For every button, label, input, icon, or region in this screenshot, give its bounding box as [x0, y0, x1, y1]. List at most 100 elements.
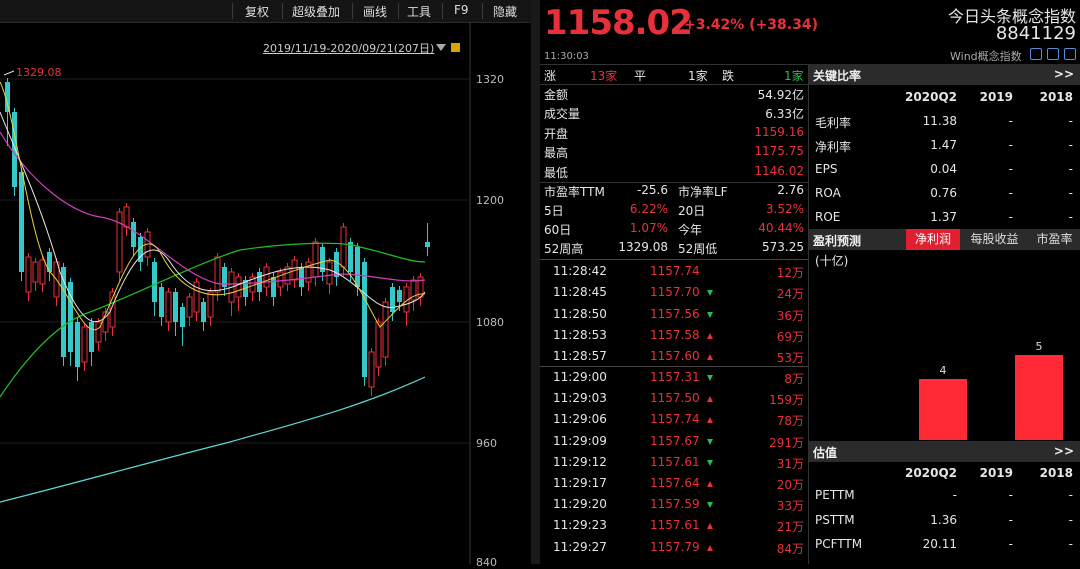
y-tick-1320: 1320 [476, 73, 504, 86]
tick-volume: 33万 [776, 499, 804, 514]
add-icon[interactable] [1064, 48, 1076, 60]
candle-body [382, 301, 389, 358]
stat-value: 54.92亿 [757, 88, 804, 102]
table-cell: - [1008, 186, 1013, 200]
edit-icon[interactable] [1030, 48, 1042, 60]
stat2-value: 1329.08 [618, 240, 668, 254]
candle-body [75, 322, 80, 367]
tick-row: 11:29:06 1157.74 78万 [540, 411, 808, 432]
tick-volume: 159万 [769, 393, 804, 408]
fuquan-button[interactable]: 复权 [245, 5, 270, 19]
table-col-header: 2019 [979, 90, 1013, 104]
valuation-header[interactable]: 估值 >> [809, 441, 1080, 462]
chart-toolbar: 复权 超级叠加 画线 工具 F9 隐藏 [0, 0, 531, 23]
tick-price: 1157.60 [650, 349, 700, 364]
candle-body [109, 291, 116, 328]
down-arrow-icon [707, 375, 713, 381]
table-cell: - [1008, 537, 1013, 551]
ma-60-line [0, 242, 426, 398]
tick-row: 11:28:57 1157.60 53万 [540, 348, 808, 369]
candle-body [81, 326, 88, 363]
tick-volume: 78万 [776, 414, 804, 429]
stat2-label: 5日 [544, 204, 564, 218]
candle-body [193, 281, 200, 313]
down-arrow-icon [707, 290, 713, 297]
forecast-chart: 020E421E522E [919, 340, 1063, 440]
table-row-label: ROA [815, 186, 841, 200]
bell-icon[interactable] [1047, 48, 1059, 60]
tick-volume: 291万 [769, 435, 804, 450]
f9-button[interactable]: F9 [454, 3, 469, 17]
candle-body [368, 351, 375, 388]
tick-volume: 84万 [776, 541, 804, 556]
stat2-label: 市净率LF [678, 185, 728, 199]
tab-eps[interactable]: 每股收益 [962, 229, 1027, 250]
candle-body [5, 82, 10, 112]
lock-icon[interactable] [451, 43, 460, 52]
stat2-label: 52周低 [678, 242, 718, 256]
stat2-label: 20日 [678, 204, 706, 218]
tick-time: 11:28:57 [553, 349, 607, 364]
tick-row: 11:29:03 1157.50 159万 [540, 390, 808, 411]
index-code: 8841129 [995, 23, 1076, 44]
table-cell: - [1068, 512, 1073, 527]
stat2-value: 2.76 [777, 183, 804, 197]
table-cell: - [1008, 488, 1013, 502]
tab-pe[interactable]: 市盈率 [1029, 229, 1080, 250]
stat2-value: -25.6 [636, 183, 668, 197]
down-arrow-icon [707, 459, 713, 466]
candle-body [159, 287, 164, 317]
tick-price: 1157.74 [650, 264, 700, 278]
valuation-more-link[interactable]: >> [1053, 444, 1074, 458]
panel-divider[interactable] [531, 0, 540, 564]
table-row-label: 毛利率 [815, 116, 852, 130]
stat2-value: 3.52% [765, 202, 804, 216]
tick-row: 11:28:53 1157.58 69万 [540, 327, 808, 348]
super-overlay-button[interactable]: 超级叠加 [292, 5, 341, 19]
stat2-label: 市盈率TTM [544, 185, 605, 199]
tick-price: 1157.56 [650, 306, 700, 321]
tick-volume: 24万 [776, 287, 804, 302]
candle-body [201, 302, 206, 322]
ratios-header[interactable]: 关键比率 >> [809, 64, 1080, 85]
ratios-more-link[interactable]: >> [1053, 67, 1074, 81]
up-count: 13家 [590, 69, 618, 83]
table-cell: - [1008, 162, 1013, 176]
candle-body [305, 261, 312, 283]
stat-label: 最高 [544, 146, 569, 161]
date-range-dropdown-icon[interactable] [436, 44, 446, 51]
candle-body [138, 237, 143, 262]
candle-body [326, 261, 333, 285]
candle-body [173, 292, 178, 322]
table-cell: - [1068, 488, 1073, 502]
tick-time: 11:29:09 [553, 433, 607, 448]
tick-price: 1157.50 [650, 391, 700, 406]
up-arrow-icon [707, 481, 713, 487]
forecast-header: 盈利预测 净利润 每股收益 市盈率 [809, 229, 1080, 250]
tab-net-profit[interactable]: 净利润 [906, 229, 960, 250]
table-col-header: 2019 [979, 466, 1013, 480]
kline-chart[interactable]: 2019/11/19-2020/09/21(207日) 1329.08 1320… [0, 22, 531, 569]
candles [5, 78, 430, 396]
tick-price: 1157.59 [650, 497, 700, 512]
up-arrow-icon [707, 354, 713, 361]
tick-row: 11:29:27 1157.79 84万 [540, 539, 808, 560]
draw-line-button[interactable]: 画线 [363, 5, 388, 19]
stat-value: 1175.75 [754, 144, 804, 159]
tools-button[interactable]: 工具 [407, 5, 432, 19]
tick-price: 1157.79 [650, 539, 700, 554]
table-row-label: EPS [815, 162, 838, 176]
candle-body [68, 282, 73, 352]
tick-time: 11:28:42 [553, 264, 607, 278]
date-range-label[interactable]: 2019/11/19-2020/09/21(207日) [263, 42, 435, 55]
stat2-label: 52周高 [544, 242, 584, 256]
up-arrow-icon [707, 417, 713, 424]
candle-body [25, 256, 32, 293]
candle-body [375, 321, 382, 368]
tick-price: 1157.58 [650, 327, 700, 342]
hide-button[interactable]: 隐藏 [493, 5, 518, 19]
index-name: 今日头条概念指数 [947, 7, 1076, 26]
candle-body [284, 266, 291, 285]
candle-body [320, 247, 325, 272]
tick-volume: 69万 [776, 329, 804, 344]
